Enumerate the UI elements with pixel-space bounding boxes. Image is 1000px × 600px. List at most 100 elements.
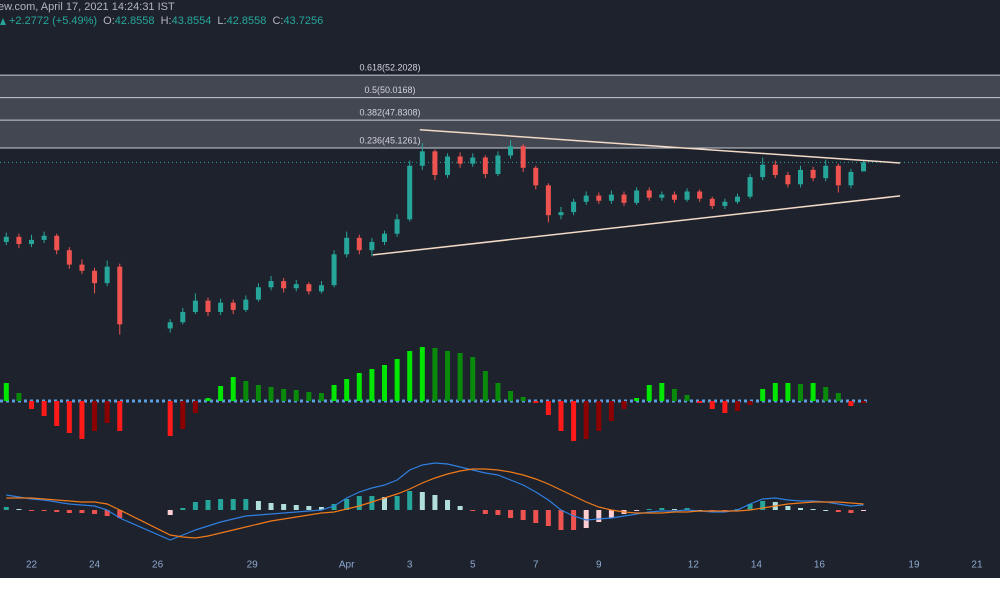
macd-bar <box>369 496 375 510</box>
momentum-bar <box>671 389 677 401</box>
momentum-bar <box>482 371 488 401</box>
candle-body <box>205 300 211 312</box>
candle-body <box>3 236 9 242</box>
macd-bar <box>41 510 47 511</box>
candle-body <box>117 266 123 325</box>
momentum-bar <box>255 385 261 401</box>
signal-line <box>6 468 864 539</box>
momentum-bar <box>520 397 526 401</box>
macd-bar <box>747 504 753 510</box>
x-tick-label: 24 <box>89 560 101 571</box>
macd-bar <box>331 504 337 510</box>
ohlc-value: 43.7256 <box>283 15 323 27</box>
macd-bar <box>861 510 867 511</box>
ohlc-value: 43.8554 <box>172 15 212 27</box>
candle-body <box>608 194 614 201</box>
candle-body <box>482 157 488 174</box>
momentum-bar <box>722 401 728 413</box>
momentum-bar <box>192 401 198 413</box>
x-tick-label: 29 <box>247 560 259 571</box>
candle-body <box>583 195 589 202</box>
macd-bar <box>205 500 211 510</box>
candle-body <box>823 165 829 179</box>
macd-line <box>6 462 864 541</box>
candle-body <box>709 198 715 206</box>
momentum-bar <box>747 401 753 405</box>
macd-bar <box>218 499 224 510</box>
momentum-bar <box>369 369 375 401</box>
macd-bar <box>268 503 274 510</box>
macd-bar <box>344 499 350 510</box>
macd-bar <box>419 492 425 510</box>
macd-bar <box>634 510 640 511</box>
x-tick-label: 26 <box>152 560 164 571</box>
momentum-bar <box>596 401 602 431</box>
ohlc-value: 42.8558 <box>227 15 267 27</box>
macd-bar <box>583 510 589 528</box>
momentum-bar <box>734 401 740 411</box>
macd-bar <box>16 509 22 510</box>
macd-bar <box>281 504 287 510</box>
macd-bar <box>230 499 236 510</box>
momentum-bar <box>356 373 362 401</box>
candle-body <box>344 237 350 255</box>
macd-bar <box>432 495 438 510</box>
candle-body <box>356 237 362 251</box>
x-tick-label: 16 <box>814 560 826 571</box>
momentum-bar <box>772 383 778 401</box>
candle-body <box>835 165 841 186</box>
momentum-bar <box>243 381 249 401</box>
macd-bar <box>104 510 110 516</box>
candle-body <box>331 254 337 286</box>
momentum-bar <box>445 351 451 401</box>
momentum-bar <box>457 353 463 401</box>
macd-bar <box>823 510 829 511</box>
candle-body <box>798 169 804 185</box>
macd-bar <box>671 509 677 510</box>
x-tick-label: 21 <box>971 560 983 571</box>
candle-body <box>293 284 299 289</box>
macd-bar <box>117 510 123 518</box>
candle-body <box>419 151 425 166</box>
candle-body <box>230 302 236 310</box>
x-tick-label: 14 <box>751 560 763 571</box>
candle-body <box>457 156 463 164</box>
candle-body <box>281 281 287 289</box>
momentum-bar <box>306 392 312 401</box>
candle-body <box>79 264 85 271</box>
header-change: +2.2772 (+5.49%) <box>9 15 97 27</box>
momentum-bar <box>394 359 400 401</box>
momentum-bar <box>104 401 110 423</box>
candle-body <box>772 164 778 176</box>
fib-label: 0.382(47.8308) <box>359 108 420 118</box>
momentum-bar <box>558 401 564 431</box>
macd-bar <box>318 507 324 510</box>
momentum-bar <box>495 383 501 401</box>
momentum-bar <box>54 401 60 426</box>
macd-bar <box>192 502 198 510</box>
x-tick-label: Apr <box>339 560 355 571</box>
x-tick-label: 12 <box>688 560 700 571</box>
ohlc-label: L: <box>217 15 226 27</box>
momentum-bar <box>180 401 186 429</box>
momentum-bar <box>79 401 85 439</box>
macd-bar <box>495 510 501 515</box>
momentum-bar <box>634 398 640 401</box>
momentum-bar <box>407 351 413 401</box>
momentum-bar <box>798 384 804 401</box>
macd-bar <box>167 510 173 515</box>
momentum-bar <box>608 401 614 421</box>
momentum-bar <box>117 401 123 431</box>
candle-body <box>29 239 35 245</box>
fib-label: 0.618(52.2028) <box>359 63 420 73</box>
momentum-bar <box>41 401 47 416</box>
macd-bar <box>255 501 261 510</box>
candle-body <box>369 241 375 251</box>
macd-bar <box>54 510 60 512</box>
momentum-bar <box>848 401 854 406</box>
momentum-bar <box>16 393 22 401</box>
momentum-bar <box>861 401 867 403</box>
x-tick-label: 3 <box>407 560 413 571</box>
candle-body <box>268 281 274 288</box>
